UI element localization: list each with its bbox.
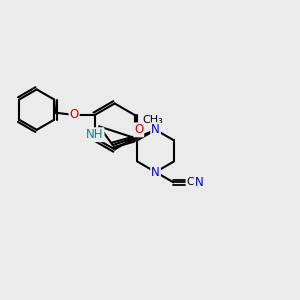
Text: N: N bbox=[195, 176, 204, 189]
Text: NH: NH bbox=[86, 128, 104, 141]
Text: N: N bbox=[151, 166, 160, 178]
Text: N: N bbox=[151, 123, 160, 136]
Text: C: C bbox=[186, 177, 194, 188]
Text: O: O bbox=[70, 109, 79, 122]
Text: O: O bbox=[134, 123, 143, 136]
Text: CH₃: CH₃ bbox=[143, 116, 164, 125]
